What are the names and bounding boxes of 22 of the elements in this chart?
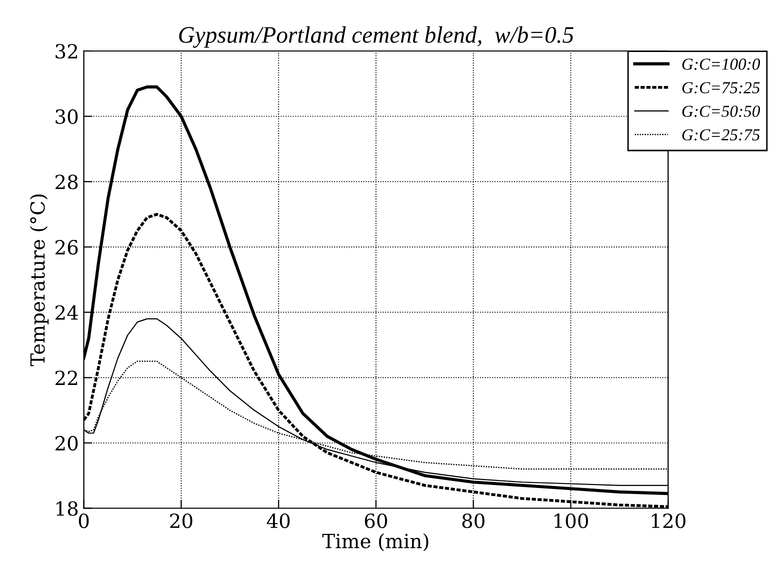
y-tick-label: 26 [56, 240, 78, 255]
x-tick-label: 60 [364, 513, 388, 528]
x-axis-title: Time (min) [322, 533, 428, 552]
x-tick-label: 20 [170, 513, 192, 528]
y-tick-label: 18 [56, 501, 78, 516]
legend-label: G:C=75:25 [682, 82, 760, 94]
legend-label: G:C=100:0 [682, 58, 760, 70]
y-tick-label: 20 [56, 436, 78, 451]
chart-title: Gypsum/Portland cement blend, w/b=0.5 [179, 26, 574, 48]
y-axis-title: Temperature (°C) [30, 194, 49, 366]
y-tick-label: 24 [56, 305, 78, 320]
y-tick-label: 28 [56, 174, 78, 190]
y-tick-label: 22 [56, 370, 78, 385]
y-tick-label: 30 [56, 109, 78, 124]
legend-label: G:C=25:75 [682, 129, 760, 141]
x-tick-label: 120 [652, 513, 686, 528]
y-tick-label: 32 [56, 44, 78, 59]
x-tick-label: 0 [78, 513, 89, 528]
legend-label: G:C=50:50 [682, 106, 760, 117]
x-tick-label: 40 [266, 513, 290, 528]
x-tick-label: 100 [554, 513, 588, 528]
x-tick-label: 80 [462, 513, 484, 528]
